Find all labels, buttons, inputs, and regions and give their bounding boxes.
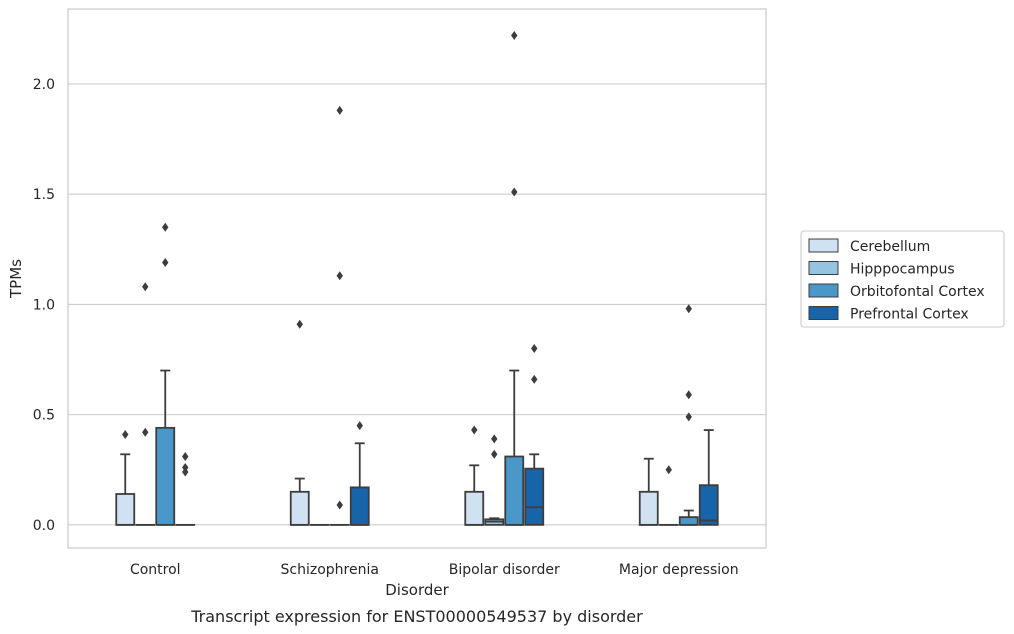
outlier-point xyxy=(511,187,518,197)
legend-label: Hipppocampus xyxy=(850,262,955,278)
box-series-group xyxy=(115,30,719,526)
legend-label: Orbitofontal Cortex xyxy=(850,284,985,300)
outlier-point xyxy=(142,427,149,437)
box-body xyxy=(349,486,370,526)
outlier-point xyxy=(685,412,692,422)
plot-area-frame xyxy=(67,8,767,549)
legend-swatch xyxy=(808,238,839,253)
y-tick-label: 2.0 xyxy=(33,77,55,93)
y-tick-label: 0.0 xyxy=(33,518,55,534)
y-tick-label: 1.0 xyxy=(33,297,55,313)
outlier-point xyxy=(531,343,538,353)
box-body xyxy=(524,467,545,526)
outlier-point xyxy=(511,30,518,40)
x-tick-label: Schizophrenia xyxy=(281,562,379,578)
box-body xyxy=(638,490,659,526)
legend-frame xyxy=(800,230,1005,328)
legend-label: Prefrontal Cortex xyxy=(850,307,969,323)
y-tick-labels: 0.0 0.5 1.0 1.5 2.0 xyxy=(33,77,55,534)
outlier-point xyxy=(685,390,692,400)
y-axis-label: TPMs xyxy=(7,259,25,299)
outlier-point xyxy=(471,425,478,435)
x-tick-label: Control xyxy=(130,562,181,578)
outlier-point xyxy=(142,282,149,292)
outlier-point xyxy=(336,500,343,510)
outlier-point xyxy=(182,452,189,462)
outlier-point xyxy=(336,271,343,281)
y-tick-label: 0.5 xyxy=(33,408,55,424)
legend-label: Cerebellum xyxy=(850,239,930,255)
outlier-point xyxy=(162,258,169,268)
box-body xyxy=(115,493,136,526)
outlier-point xyxy=(531,374,538,384)
x-tick-label: Bipolar disorder xyxy=(449,562,560,578)
legend-swatch xyxy=(808,261,839,275)
y-tick-label: 1.5 xyxy=(33,187,55,203)
x-tick-label: Major depression xyxy=(619,562,739,578)
box-body xyxy=(504,455,525,526)
x-axis-label: Disorder xyxy=(385,581,449,599)
outlier-point xyxy=(356,421,363,431)
outlier-point xyxy=(685,304,692,314)
outlier-point xyxy=(491,449,498,459)
chart-title: Transcript expression for ENST0000054953… xyxy=(190,607,643,626)
x-tick-labels: Control Schizophrenia Bipolar disorder Majo… xyxy=(130,562,739,578)
box-body xyxy=(464,490,485,526)
outlier-point xyxy=(122,429,129,439)
outlier-point xyxy=(665,465,672,475)
legend-swatch xyxy=(808,306,839,320)
outlier-point xyxy=(182,463,189,473)
legend: Cerebellum Hipppocampus Orbitofontal Corte… xyxy=(800,230,1005,328)
outlier-point xyxy=(162,222,169,232)
outlier-point xyxy=(491,434,498,444)
box-body xyxy=(289,490,310,526)
outlier-point xyxy=(336,105,343,115)
legend-swatch xyxy=(808,283,839,298)
box-body xyxy=(698,484,719,526)
box-body xyxy=(155,426,176,526)
box-body xyxy=(678,516,699,526)
outlier-point xyxy=(296,319,303,329)
